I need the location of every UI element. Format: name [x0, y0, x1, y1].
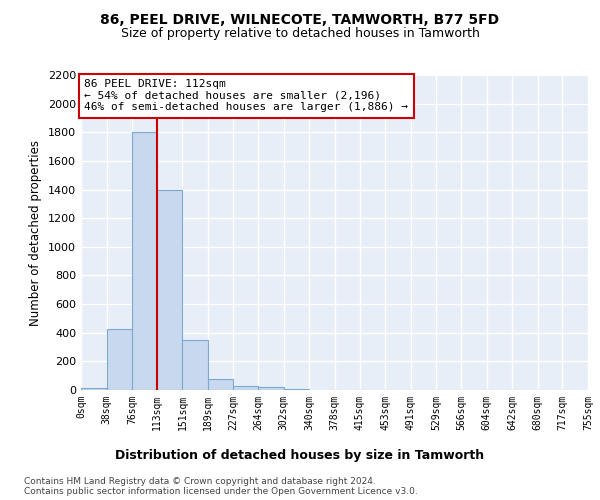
Bar — [258, 388, 284, 390]
Bar — [182, 340, 208, 390]
Text: Distribution of detached houses by size in Tamworth: Distribution of detached houses by size … — [115, 448, 485, 462]
Text: 86 PEEL DRIVE: 112sqm
← 54% of detached houses are smaller (2,196)
46% of semi-d: 86 PEEL DRIVE: 112sqm ← 54% of detached … — [85, 80, 409, 112]
Text: Size of property relative to detached houses in Tamworth: Size of property relative to detached ho… — [121, 28, 479, 40]
Bar — [208, 380, 233, 390]
Text: Contains public sector information licensed under the Open Government Licence v3: Contains public sector information licen… — [24, 486, 418, 496]
Bar — [157, 190, 182, 390]
Bar — [81, 388, 107, 390]
Bar — [233, 386, 258, 390]
Text: 86, PEEL DRIVE, WILNECOTE, TAMWORTH, B77 5FD: 86, PEEL DRIVE, WILNECOTE, TAMWORTH, B77… — [100, 12, 500, 26]
Text: Contains HM Land Registry data © Crown copyright and database right 2024.: Contains HM Land Registry data © Crown c… — [24, 476, 376, 486]
Bar — [107, 329, 132, 390]
Y-axis label: Number of detached properties: Number of detached properties — [29, 140, 43, 326]
Bar — [132, 132, 157, 390]
